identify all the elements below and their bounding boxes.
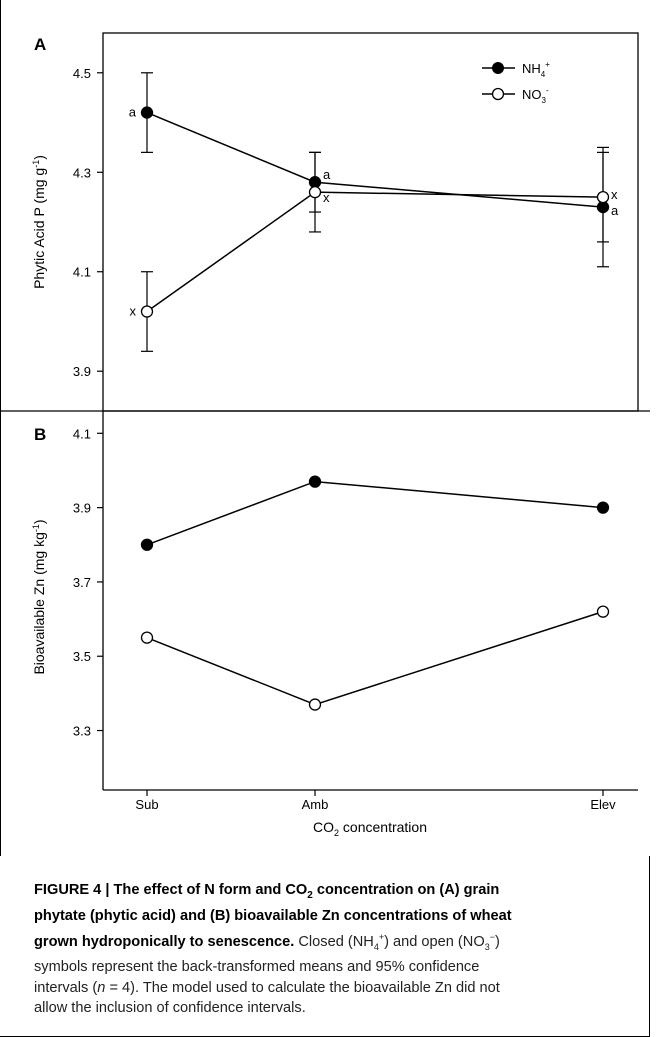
caption-line-2: phytate (phytic acid) and (B) bioavailab…	[34, 908, 512, 925]
x-tick-label: Amb	[302, 797, 329, 812]
significance-letter: x	[323, 190, 330, 205]
panel-b-letter: B	[34, 425, 46, 444]
series-line-nh4	[146, 480, 604, 546]
caption-line-6: allow the inclusion of confidence interv…	[34, 1000, 306, 1017]
y-tick-label: 4.1	[73, 426, 91, 441]
y-tick-label: 3.7	[73, 575, 91, 590]
panel-a-y-axis-label: Phytic Acid P (mg g-1)	[31, 155, 47, 289]
data-point-no3	[140, 631, 154, 644]
panel-a: A 3.9 4.1 4.3 4.5 Phytic Acid P (mg g-1) a a…	[31, 32, 639, 412]
y-tick-label: 4.3	[73, 165, 91, 180]
caption-line-3: grown hydroponically to senescence. Clos…	[34, 931, 500, 952]
panel-b-y-axis-label: Bioavailable Zn (mg kg-1)	[31, 519, 47, 674]
y-tick-label: 3.3	[73, 724, 91, 739]
significance-letter: a	[129, 105, 137, 120]
series-line-no3	[146, 610, 604, 706]
legend-marker-nh4	[492, 62, 504, 74]
panel-b-series	[140, 475, 610, 711]
caption-line-4: symbols represent the back-transformed m…	[34, 959, 480, 976]
y-tick-label: 3.5	[73, 649, 91, 664]
x-tick-label: Sub	[135, 797, 158, 812]
x-axis-label: CO2 concentration	[313, 819, 427, 838]
panel-b: B 3.3 3.5 3.7 3.9 4.1 Sub Amb Elev Bioavailabl…	[0, 410, 650, 838]
figure-caption: FIGURE 4 | The effect of N form and CO2 …	[34, 880, 640, 1019]
significance-letter: x	[611, 187, 618, 202]
data-point-nh4	[596, 501, 610, 514]
significance-letter: a	[323, 167, 331, 182]
data-point-no3	[596, 190, 610, 204]
y-tick-label: 4.1	[73, 265, 91, 280]
y-tick-label: 3.9	[73, 364, 91, 379]
panel-b-x-ticks: Sub Amb Elev	[135, 790, 616, 812]
series-line-no3	[146, 191, 604, 313]
data-point-no3	[308, 186, 322, 199]
panel-a-y-ticks: 3.9 4.1 4.3 4.5	[73, 66, 103, 379]
y-tick-label: 4.5	[73, 66, 91, 81]
figure-chart: A 3.9 4.1 4.3 4.5 Phytic Acid P (mg g-1) a a…	[0, 32, 650, 838]
data-point-nh4	[140, 538, 154, 551]
data-point-no3	[596, 605, 610, 618]
panel-a-letter: A	[34, 35, 46, 54]
significance-letter: a	[611, 203, 619, 218]
panel-a-plot-frame	[102, 32, 639, 412]
legend: NH4+ NO3-	[482, 60, 550, 105]
y-tick-label: 3.9	[73, 501, 91, 516]
data-point-nh4	[308, 475, 322, 488]
panel-b-y-ticks: 3.3 3.5 3.7 3.9 4.1	[73, 426, 103, 739]
data-point-no3	[140, 305, 154, 318]
data-point-no3	[308, 698, 322, 711]
figure-frame-left	[0, 0, 1, 856]
legend-label-nh4: NH4+	[522, 60, 550, 79]
caption-line-5: intervals (n = 4). The model used to cal…	[34, 979, 500, 996]
caption-line-1: FIGURE 4 | The effect of N form and CO2 …	[34, 882, 500, 901]
x-tick-label: Elev	[590, 797, 616, 812]
data-point-nh4	[140, 106, 154, 119]
significance-letter: x	[130, 304, 137, 319]
legend-marker-no3	[491, 87, 505, 101]
legend-label-no3: NO3-	[522, 86, 549, 105]
